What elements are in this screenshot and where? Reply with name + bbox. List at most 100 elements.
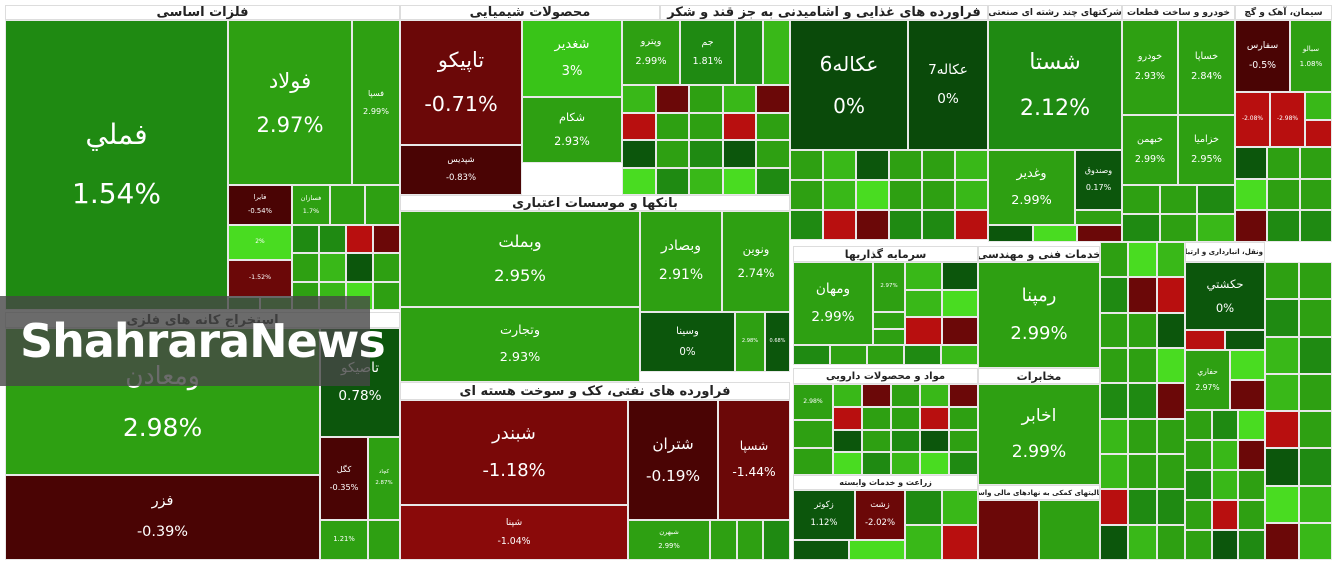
stock-cell: خساپا 2.84% bbox=[1178, 20, 1235, 115]
stock-tile bbox=[1298, 522, 1332, 560]
stock-tile bbox=[1211, 500, 1239, 530]
stock-tile bbox=[1185, 330, 1225, 350]
stock-tile bbox=[941, 317, 978, 345]
stock-tile bbox=[823, 210, 856, 240]
stock-name: فايرا bbox=[253, 193, 267, 202]
stock-cell: شغدير 3% bbox=[522, 20, 622, 97]
stock-tile bbox=[1197, 185, 1235, 214]
stock-cell: ومهان 2.99% bbox=[793, 262, 873, 345]
stock-tile bbox=[736, 520, 764, 560]
stock-tile bbox=[622, 85, 656, 113]
sector-title: فعالیتهای کمکی به نهادهای مالی واسط bbox=[978, 485, 1100, 500]
stock-tile bbox=[1267, 178, 1300, 211]
stock-tile bbox=[904, 345, 941, 365]
stock-tile bbox=[889, 150, 922, 180]
stock-tile bbox=[922, 180, 955, 210]
stock-cell: شپنا -1.04% bbox=[400, 505, 628, 560]
sector-title: مواد و محصولات دارویی bbox=[793, 368, 978, 384]
stock-cell: 0.68% bbox=[765, 312, 790, 372]
stock-tile bbox=[1156, 312, 1185, 348]
stock-tile bbox=[762, 20, 790, 85]
stock-name: فولاد bbox=[268, 67, 312, 93]
stock-change: 2.99% bbox=[363, 105, 389, 116]
stock-change: 3% bbox=[561, 64, 583, 80]
stock-name: جم bbox=[701, 36, 714, 48]
stock-change: -0.5% bbox=[1248, 59, 1277, 71]
stock-change: 0% bbox=[833, 94, 865, 119]
stock-tile bbox=[689, 140, 723, 168]
stock-name: سفارس bbox=[1246, 40, 1279, 52]
stock-tile bbox=[1211, 530, 1239, 560]
stock-tile bbox=[1267, 147, 1300, 179]
stock-cell: فزر -0.39% bbox=[5, 475, 320, 560]
stock-change: -2.02% bbox=[864, 518, 896, 529]
stock-tile bbox=[905, 490, 942, 525]
stock-tile bbox=[1299, 210, 1332, 242]
stock-tile bbox=[955, 180, 988, 210]
stock-cell: وبملت 2.95% bbox=[400, 211, 640, 307]
stock-cell: خبهمن 2.99% bbox=[1122, 115, 1178, 185]
stock-cell: رمپنا 2.99% bbox=[978, 262, 1100, 368]
stock-cell: وبصادر 2.91% bbox=[640, 211, 722, 312]
stock-tile bbox=[1185, 440, 1212, 470]
stock-change: -0.39% bbox=[136, 523, 189, 540]
stock-change: -0.71% bbox=[424, 91, 498, 116]
stock-cell: وسينا 0% bbox=[640, 312, 735, 372]
stock-tile bbox=[622, 112, 656, 140]
stock-tile bbox=[920, 406, 949, 430]
stock-tile bbox=[949, 452, 978, 475]
stock-tile bbox=[1298, 262, 1332, 300]
stock-tile bbox=[1238, 500, 1265, 530]
stock-tile bbox=[905, 262, 942, 290]
stock-cell: فسازان 1.7% bbox=[292, 185, 330, 225]
stock-change: 0% bbox=[679, 347, 696, 359]
stock-tile bbox=[955, 210, 988, 240]
stock-cell: وپترو 2.99% bbox=[622, 20, 680, 85]
stock-tile bbox=[1156, 418, 1185, 454]
stock-tile bbox=[365, 185, 400, 225]
stock-tile bbox=[655, 140, 690, 168]
stock-tile bbox=[867, 345, 904, 365]
stock-tile bbox=[920, 384, 949, 407]
stock-tile bbox=[373, 225, 400, 254]
stock-change: 0% bbox=[1215, 300, 1235, 315]
stock-cell: شپديس -0.83% bbox=[400, 145, 522, 195]
stock-change: 1.7% bbox=[302, 207, 320, 216]
stock-name: زكوثر bbox=[814, 500, 834, 511]
stock-name: شپديس bbox=[447, 155, 475, 166]
stock-tile bbox=[319, 225, 346, 254]
stock-tile bbox=[1128, 277, 1157, 313]
stock-tile bbox=[1185, 500, 1212, 530]
stock-cell: زشت -2.02% bbox=[855, 490, 905, 540]
stock-name: شبندر bbox=[492, 422, 536, 444]
stock-tile bbox=[756, 85, 790, 113]
stock-name: اخابر bbox=[1021, 406, 1057, 427]
stock-cell: خودرو 2.93% bbox=[1122, 20, 1178, 115]
stock-tile bbox=[1100, 418, 1129, 454]
stock-tile bbox=[1265, 299, 1299, 337]
stock-tile bbox=[949, 429, 978, 453]
stock-name: تاپيكو bbox=[437, 48, 485, 73]
stock-tile bbox=[1265, 373, 1299, 411]
stock-tile bbox=[1156, 277, 1185, 313]
stock-tile bbox=[889, 210, 922, 240]
stock-tile bbox=[1235, 210, 1268, 242]
stock-tile bbox=[793, 420, 833, 448]
stock-name: خساپا bbox=[1194, 51, 1219, 62]
stock-tile bbox=[722, 167, 757, 195]
stock-tile bbox=[790, 210, 823, 240]
stock-name: ونوين bbox=[742, 242, 770, 257]
stock-tile bbox=[1100, 454, 1129, 490]
stock-tile bbox=[1128, 524, 1157, 560]
stock-change: -1.18% bbox=[482, 460, 546, 482]
stock-name: شسپا bbox=[739, 439, 769, 454]
stock-change: 2.99% bbox=[1134, 153, 1166, 165]
stock-name: فزر bbox=[151, 493, 174, 510]
stock-change: 2.95% bbox=[494, 266, 546, 286]
stock-cell: فسپا 2.99% bbox=[352, 20, 400, 185]
stock-change: 0.78% bbox=[338, 388, 382, 405]
stock-tile bbox=[1265, 336, 1299, 374]
stock-tile bbox=[1156, 489, 1185, 525]
stock-tile bbox=[689, 167, 723, 195]
